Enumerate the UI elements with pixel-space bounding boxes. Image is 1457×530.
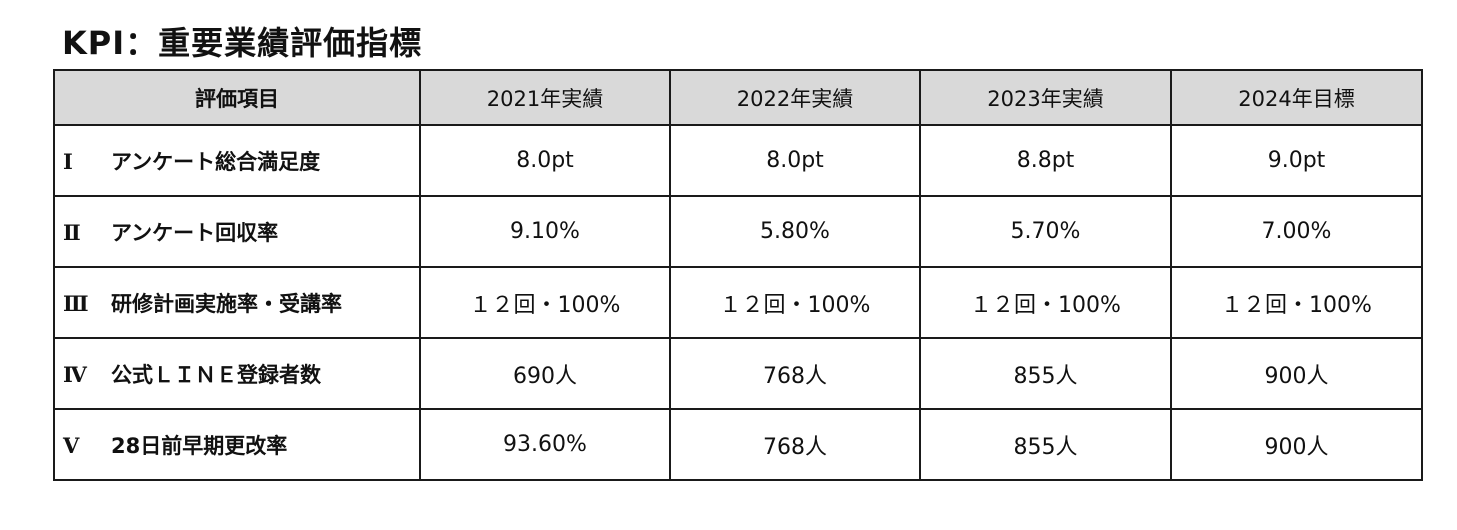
- row-number: Ⅳ: [63, 361, 87, 387]
- table-cell: 855人: [919, 337, 1172, 410]
- page-title: KPI：重要業績評価指標: [62, 24, 423, 62]
- table-cell: 690人: [419, 337, 671, 410]
- table-cell: 900人: [1170, 337, 1423, 410]
- row-item-cell: Ⅴ 28日前早期更改率: [53, 408, 421, 481]
- table-cell: 900人: [1170, 408, 1423, 481]
- table-row: Ⅳ 公式ＬＩＮＥ登録者数 690人 768人 855人 900人: [53, 337, 1423, 410]
- row-label: 研修計画実施率・受講率: [111, 291, 342, 316]
- table-header-row: 評価項目 2021年実績 2022年実績 2023年実績 2024年目標: [53, 69, 1423, 126]
- table-cell: 5.70%: [919, 195, 1172, 268]
- table-cell: １２回・100%: [919, 266, 1172, 339]
- table-cell: 5.80%: [669, 195, 921, 268]
- table-row: Ⅱ アンケート回収率 9.10% 5.80% 5.70% 7.00%: [53, 195, 1423, 268]
- row-number: Ⅲ: [63, 290, 89, 316]
- row-item-cell: Ⅳ 公式ＬＩＮＥ登録者数: [53, 337, 421, 410]
- table-row: Ⅴ 28日前早期更改率 93.60% 768人 855人 900人: [53, 408, 1423, 481]
- table-cell: 855人: [919, 408, 1172, 481]
- row-label: アンケート総合満足度: [111, 149, 321, 174]
- table-cell: 768人: [669, 408, 921, 481]
- header-2024: 2024年目標: [1170, 69, 1423, 126]
- table-cell: １２回・100%: [1170, 266, 1423, 339]
- row-item-cell: Ⅲ 研修計画実施率・受講率: [53, 266, 421, 339]
- table-cell: 93.60%: [419, 408, 671, 481]
- row-item-cell: Ⅰ アンケート総合満足度: [53, 124, 421, 197]
- table-cell: 8.0pt: [669, 124, 921, 197]
- row-label: アンケート回収率: [111, 220, 279, 245]
- table-cell: 7.00%: [1170, 195, 1423, 268]
- row-number: Ⅴ: [63, 432, 80, 458]
- kpi-table: 評価項目 2021年実績 2022年実績 2023年実績 2024年目標 Ⅰ アン…: [53, 69, 1423, 481]
- table-cell: 9.0pt: [1170, 124, 1423, 197]
- table-cell: 8.8pt: [919, 124, 1172, 197]
- row-number: Ⅰ: [63, 148, 73, 174]
- table-row: Ⅲ 研修計画実施率・受講率 １２回・100% １２回・100% １２回・100% …: [53, 266, 1423, 339]
- table-cell: 768人: [669, 337, 921, 410]
- table-cell: １２回・100%: [669, 266, 921, 339]
- header-2021: 2021年実績: [419, 69, 671, 126]
- table-cell: 9.10%: [419, 195, 671, 268]
- table-cell: 8.0pt: [419, 124, 671, 197]
- row-label: 公式ＬＩＮＥ登録者数: [111, 362, 321, 387]
- row-label: 28日前早期更改率: [111, 433, 288, 458]
- row-number: Ⅱ: [63, 219, 81, 245]
- header-2023: 2023年実績: [919, 69, 1172, 126]
- header-item: 評価項目: [53, 69, 421, 126]
- row-item-cell: Ⅱ アンケート回収率: [53, 195, 421, 268]
- header-2022: 2022年実績: [669, 69, 921, 126]
- table-row: Ⅰ アンケート総合満足度 8.0pt 8.0pt 8.8pt 9.0pt: [53, 124, 1423, 197]
- table-cell: １２回・100%: [419, 266, 671, 339]
